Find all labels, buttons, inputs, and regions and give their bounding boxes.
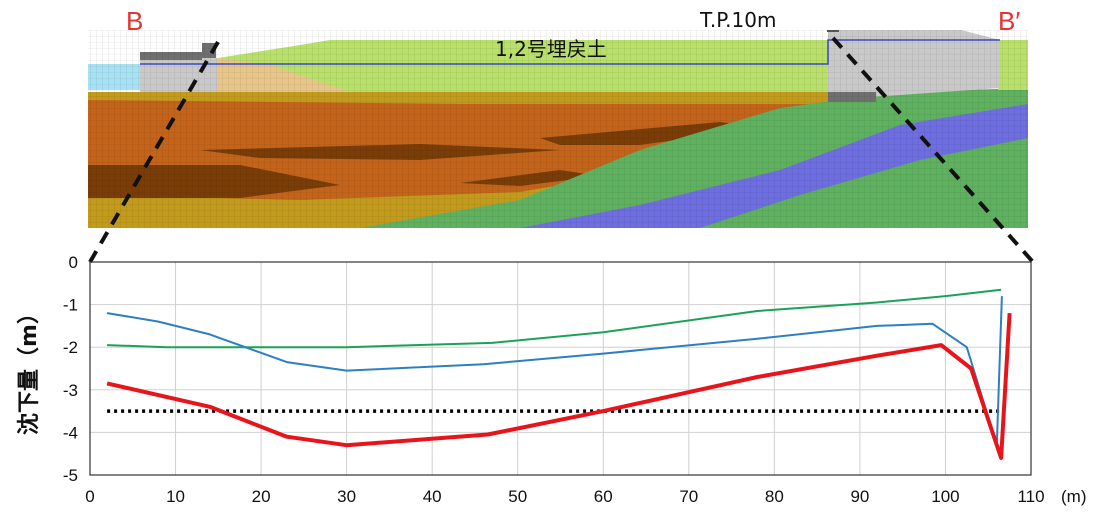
connector-right — [831, 36, 1035, 264]
series-line-2 — [106, 296, 1003, 447]
series-lines — [106, 288, 1012, 460]
x-tick-label: 30 — [337, 487, 356, 506]
x-tick-label: 10 — [166, 487, 185, 506]
x-tick-label: 100 — [931, 487, 959, 506]
x-tick-label: 0 — [85, 487, 94, 506]
x-tick-label: 70 — [679, 487, 698, 506]
x-axis-label: (m) — [1061, 487, 1086, 506]
x-tick-label: 40 — [423, 487, 442, 506]
x-tick-label: 20 — [252, 487, 271, 506]
settlement-chart: 0 10 20 30 40 50 60 70 80 90 100 110 0 -1 -2 -3 -4 -5 (m… — [17, 253, 1086, 506]
elevation-label: T.P.10m — [699, 8, 776, 32]
series-line-1 — [106, 312, 1012, 460]
y-tick-label: -3 — [63, 381, 78, 400]
x-tick-label: 110 — [1017, 487, 1044, 506]
backfill-label: 1,2号埋戻土 — [495, 37, 607, 61]
y-tick-labels: 0 -1 -2 -3 -4 -5 — [63, 253, 78, 485]
x-tick-labels: 0 10 20 30 40 50 60 70 80 90 100 110 — [85, 487, 1044, 506]
chart-grid — [89, 261, 1032, 476]
cross-section — [88, 30, 1028, 228]
y-axis-label: 沈下量（m） — [17, 302, 42, 435]
section-label-left: B — [126, 6, 143, 36]
x-tick-label: 60 — [594, 487, 613, 506]
mesh-overlay — [88, 30, 1028, 228]
y-tick-label: -5 — [63, 466, 78, 485]
y-tick-label: 0 — [69, 253, 78, 272]
series-line-3 — [107, 288, 1002, 349]
x-tick-label: 50 — [508, 487, 527, 506]
x-tick-label: 80 — [765, 487, 784, 506]
y-tick-label: -4 — [63, 423, 78, 442]
y-tick-label: -1 — [63, 296, 78, 315]
plot-frame — [89, 261, 1032, 476]
section-label-right: B′ — [998, 6, 1020, 36]
x-tick-label: 90 — [850, 487, 869, 506]
y-tick-label: -2 — [63, 338, 78, 357]
